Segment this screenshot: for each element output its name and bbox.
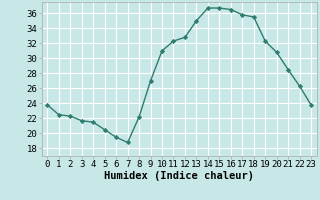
X-axis label: Humidex (Indice chaleur): Humidex (Indice chaleur) [104, 171, 254, 181]
